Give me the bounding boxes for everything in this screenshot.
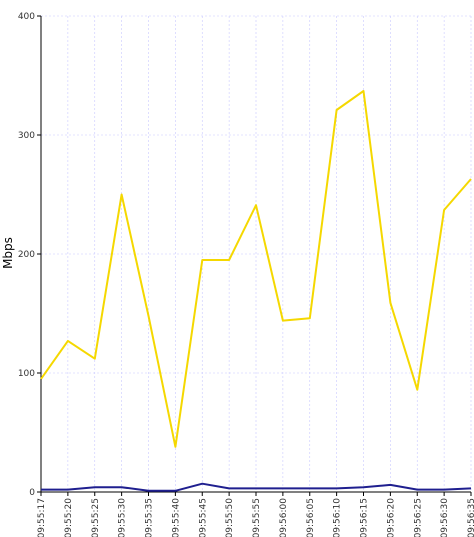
y-tick-label: 300 (18, 131, 35, 141)
x-tick-label: 09:55:45 (198, 498, 208, 537)
y-tick-labels: 0 100 200 300 400 (18, 12, 41, 498)
x-tick-label: 09:55:40 (171, 498, 181, 537)
x-tick-label: 09:56:35 (467, 498, 474, 537)
x-tick-label: 09:56:30 (440, 498, 450, 537)
x-tick-label: 09:56:10 (333, 498, 343, 537)
x-tick-label: 09:55:20 (64, 498, 74, 537)
grid-lines (40, 15, 472, 493)
x-tick-label: 09:55:25 (91, 498, 101, 537)
y-tick-label: 0 (29, 488, 35, 498)
y-tick-label: 100 (18, 369, 35, 379)
x-tick-label: 09:55:30 (118, 498, 128, 537)
series-line-1 (40, 90, 472, 448)
x-tick-label: 09:55:17 (37, 498, 47, 537)
x-tick-labels: 09:55:17 09:55:20 09:55:25 09:55:30 09:55:35… (37, 492, 474, 537)
x-tick-label: 09:56:20 (386, 498, 396, 537)
x-tick-label: 09:55:50 (225, 498, 235, 537)
x-tick-label: 09:56:25 (413, 498, 423, 537)
series-line-2 (41, 482, 472, 492)
series-lines (40, 90, 472, 492)
y-tick-label: 200 (18, 250, 35, 260)
y-tick-label: 400 (18, 12, 35, 22)
x-tick-label: 09:56:05 (306, 498, 316, 537)
x-tick-label: 09:56:15 (360, 498, 370, 537)
x-tick-label: 09:55:55 (252, 498, 262, 537)
x-tick-label: 09:56:00 (279, 498, 289, 537)
x-tick-label: 09:55:35 (145, 498, 155, 537)
y-axis-label: Mbps (1, 237, 15, 269)
